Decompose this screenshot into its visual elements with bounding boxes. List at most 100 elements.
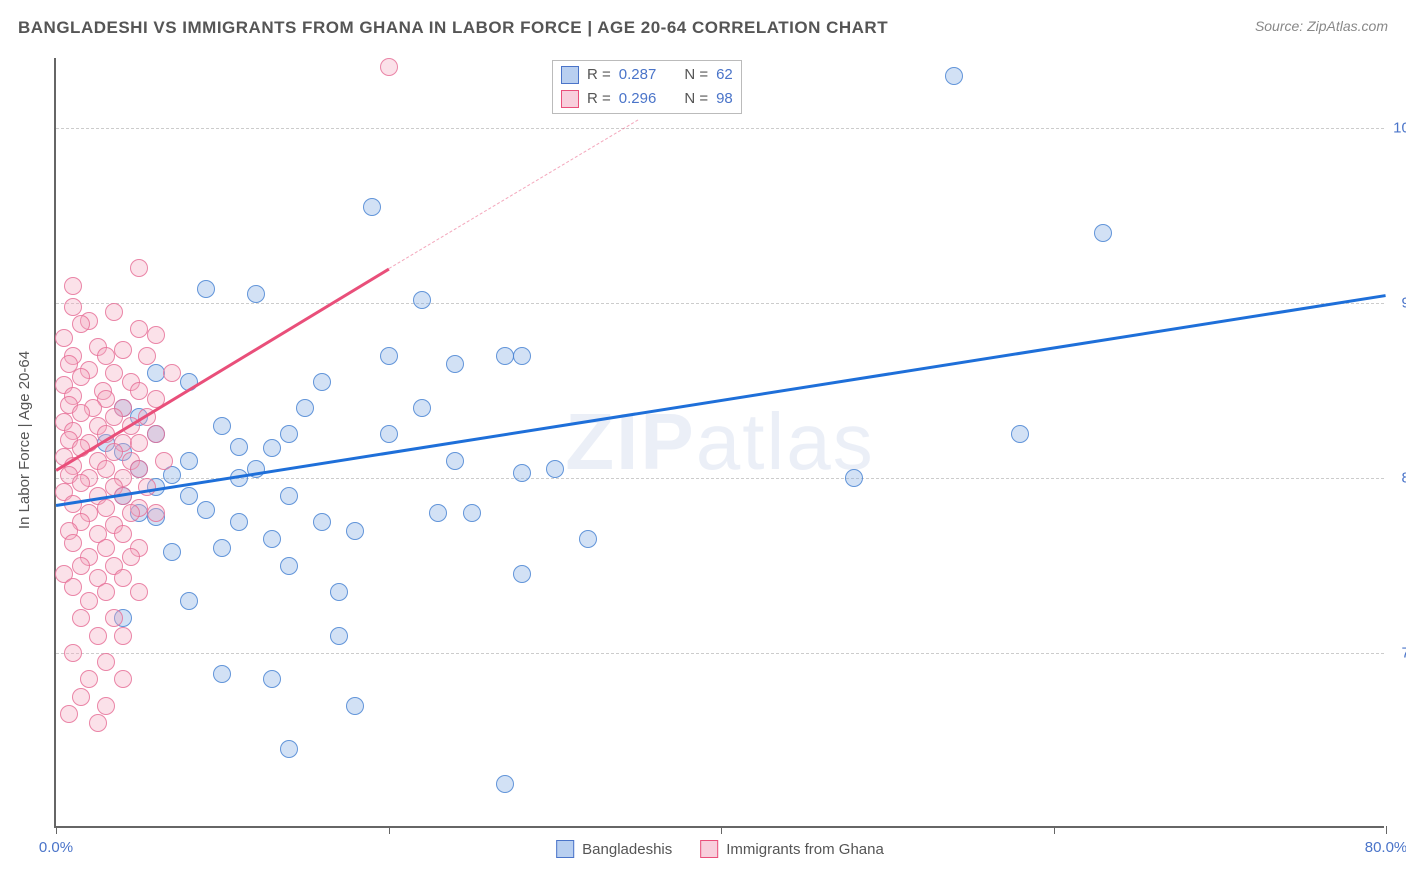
chart-container: BANGLADESHI VS IMMIGRANTS FROM GHANA IN … xyxy=(0,0,1406,892)
legend: Bangladeshis Immigrants from Ghana xyxy=(556,840,884,858)
header: BANGLADESHI VS IMMIGRANTS FROM GHANA IN … xyxy=(18,18,1388,48)
y-tick-label: 90.0% xyxy=(1401,295,1406,312)
plot-area: ZIPatlas R =0.287N =62R =0.296N =98 Bang… xyxy=(54,58,1384,828)
data-point xyxy=(64,578,82,596)
data-point xyxy=(72,404,90,422)
data-point xyxy=(330,627,348,645)
gridline xyxy=(56,128,1384,129)
data-point xyxy=(313,373,331,391)
data-point xyxy=(105,303,123,321)
data-point xyxy=(122,504,140,522)
data-point xyxy=(64,298,82,316)
data-point xyxy=(105,364,123,382)
data-point xyxy=(163,364,181,382)
series-swatch xyxy=(561,66,579,84)
x-tick-label: 0.0% xyxy=(39,839,73,856)
data-point xyxy=(197,501,215,519)
data-point xyxy=(513,347,531,365)
data-point xyxy=(496,347,514,365)
source-label: Source: ZipAtlas.com xyxy=(1255,18,1388,34)
data-point xyxy=(496,775,514,793)
data-point xyxy=(147,425,165,443)
data-point xyxy=(446,355,464,373)
data-point xyxy=(579,530,597,548)
y-axis-title: In Labor Force | Age 20-64 xyxy=(16,351,33,529)
y-tick-label: 100.0% xyxy=(1393,120,1406,137)
data-point xyxy=(97,583,115,601)
data-point xyxy=(163,543,181,561)
legend-swatch xyxy=(700,840,718,858)
x-tick xyxy=(1386,826,1387,834)
data-point xyxy=(280,740,298,758)
series-swatch xyxy=(561,90,579,108)
data-point xyxy=(363,198,381,216)
legend-label: Immigrants from Ghana xyxy=(726,841,884,858)
stats-row: R =0.296N =98 xyxy=(555,87,739,111)
data-point xyxy=(72,609,90,627)
data-point xyxy=(138,347,156,365)
legend-item: Bangladeshis xyxy=(556,840,672,858)
data-point xyxy=(446,452,464,470)
data-point xyxy=(60,705,78,723)
watermark: ZIPatlas xyxy=(565,396,874,488)
data-point xyxy=(945,67,963,85)
data-point xyxy=(72,368,90,386)
data-point xyxy=(72,474,90,492)
stats-row: R =0.287N =62 xyxy=(555,63,739,87)
data-point xyxy=(64,644,82,662)
stats-box: R =0.287N =62R =0.296N =98 xyxy=(552,60,742,114)
data-point xyxy=(130,460,148,478)
data-point xyxy=(463,504,481,522)
data-point xyxy=(114,525,132,543)
data-point xyxy=(130,320,148,338)
legend-swatch xyxy=(556,840,574,858)
data-point xyxy=(247,285,265,303)
data-point xyxy=(380,347,398,365)
data-point xyxy=(114,627,132,645)
data-point xyxy=(122,548,140,566)
data-point xyxy=(180,487,198,505)
data-point xyxy=(280,425,298,443)
data-point xyxy=(380,425,398,443)
data-point xyxy=(130,382,148,400)
data-point xyxy=(64,277,82,295)
data-point xyxy=(97,347,115,365)
data-point xyxy=(72,315,90,333)
x-tick xyxy=(1054,826,1055,834)
data-point xyxy=(230,513,248,531)
data-point xyxy=(147,364,165,382)
gridline xyxy=(56,653,1384,654)
data-point xyxy=(80,670,98,688)
data-point xyxy=(513,464,531,482)
data-point xyxy=(97,499,115,517)
data-point xyxy=(130,259,148,277)
data-point xyxy=(313,513,331,531)
n-label: N = xyxy=(684,63,708,87)
data-point xyxy=(72,557,90,575)
data-point xyxy=(105,408,123,426)
data-point xyxy=(280,557,298,575)
data-point xyxy=(97,539,115,557)
data-point xyxy=(213,539,231,557)
data-point xyxy=(1094,224,1112,242)
data-point xyxy=(330,583,348,601)
data-point xyxy=(130,583,148,601)
data-point xyxy=(147,504,165,522)
data-point xyxy=(105,609,123,627)
data-point xyxy=(346,697,364,715)
data-point xyxy=(513,565,531,583)
r-value: 0.287 xyxy=(619,63,657,87)
x-tick-label: 80.0% xyxy=(1365,839,1406,856)
data-point xyxy=(413,291,431,309)
data-point xyxy=(213,665,231,683)
data-point xyxy=(346,522,364,540)
n-value: 62 xyxy=(716,63,733,87)
data-point xyxy=(80,592,98,610)
data-point xyxy=(97,697,115,715)
data-point xyxy=(263,439,281,457)
data-point xyxy=(845,469,863,487)
data-point xyxy=(64,534,82,552)
legend-label: Bangladeshis xyxy=(582,841,672,858)
data-point xyxy=(89,714,107,732)
data-point xyxy=(546,460,564,478)
